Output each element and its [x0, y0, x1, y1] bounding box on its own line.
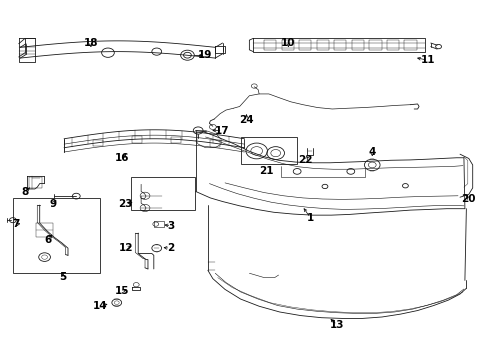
Text: 9: 9 — [50, 199, 57, 209]
Text: 2: 2 — [166, 243, 174, 253]
Text: 15: 15 — [114, 286, 129, 296]
Text: 17: 17 — [215, 126, 229, 135]
Text: 12: 12 — [119, 243, 134, 253]
Text: 13: 13 — [329, 320, 344, 330]
Text: 20: 20 — [461, 194, 475, 204]
Text: 22: 22 — [298, 155, 312, 165]
Text: 7: 7 — [13, 220, 20, 229]
Text: 23: 23 — [118, 199, 133, 210]
Text: 6: 6 — [45, 235, 52, 245]
Text: 16: 16 — [114, 153, 129, 163]
Bar — [240, 137, 296, 164]
Text: 3: 3 — [167, 221, 175, 231]
Text: 8: 8 — [21, 187, 29, 197]
Bar — [13, 198, 100, 273]
Text: 1: 1 — [306, 213, 313, 222]
Text: 21: 21 — [259, 166, 273, 176]
Polygon shape — [27, 176, 44, 189]
Text: 5: 5 — [60, 272, 66, 282]
Text: 10: 10 — [281, 38, 295, 48]
Text: 18: 18 — [83, 38, 98, 48]
Text: 4: 4 — [368, 147, 375, 157]
Text: 24: 24 — [239, 115, 253, 125]
Text: 19: 19 — [198, 50, 212, 60]
Text: 11: 11 — [420, 55, 434, 65]
Bar — [131, 177, 194, 210]
Text: 14: 14 — [93, 301, 107, 311]
